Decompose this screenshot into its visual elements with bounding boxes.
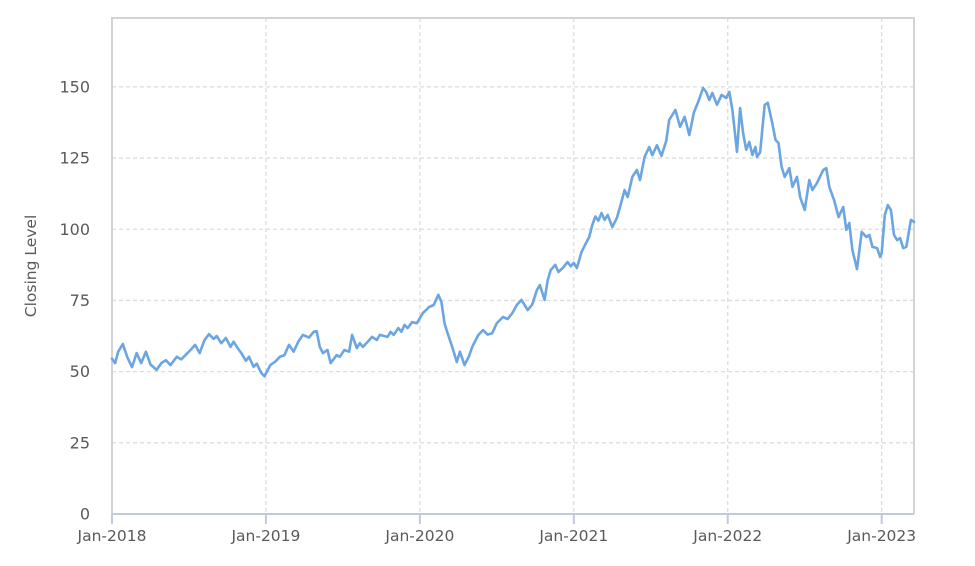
- axis-tick-labels: 0 25 50 75 100 125 150 Jan-2018 Jan-2019 Jan-2020…: [59, 78, 916, 545]
- y-tick-label: 125: [59, 149, 90, 168]
- plot-spines: [111, 17, 915, 514]
- x-tick-label: Jan-2020: [384, 527, 454, 545]
- x-tick-label: Jan-2019: [230, 527, 300, 545]
- y-tick-label: 100: [59, 220, 90, 239]
- y-axis-title: Closing Level: [22, 215, 40, 318]
- x-tick-label: Jan-2021: [538, 527, 608, 545]
- y-tick-label: 150: [59, 78, 90, 97]
- data-series: [110, 86, 916, 378]
- x-tick-label: Jan-2022: [692, 527, 762, 545]
- y-tick-label: 75: [70, 291, 90, 310]
- gridlines: [112, 18, 914, 514]
- y-tick-label: 50: [70, 362, 90, 381]
- closing-level-line: [110, 86, 916, 378]
- y-tick-label: 25: [70, 433, 90, 452]
- plot-border: [111, 17, 915, 514]
- x-tick-label: Jan-2018: [77, 527, 147, 545]
- x-tick-label: Jan-2023: [846, 527, 916, 545]
- x-axis: [111, 513, 914, 524]
- y-tick-label: 0: [80, 505, 90, 524]
